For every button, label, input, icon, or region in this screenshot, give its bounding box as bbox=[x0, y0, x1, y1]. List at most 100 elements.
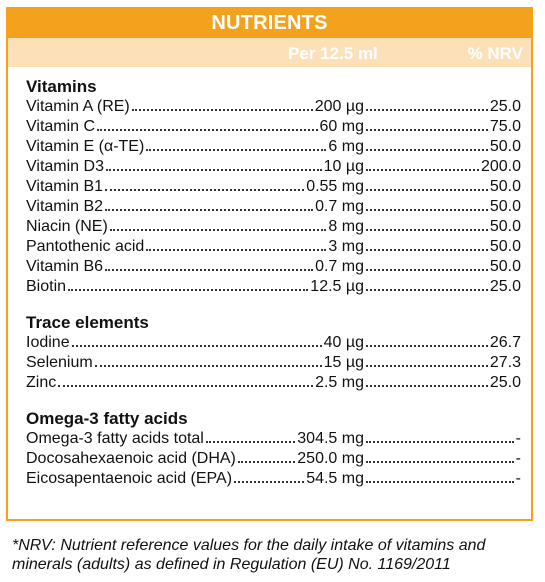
nutrient-nrv: 25.0 bbox=[489, 98, 521, 115]
dot-leader bbox=[366, 461, 514, 463]
nutrient-row: Vitamin B1 0.55 mg 50.0 bbox=[26, 177, 521, 197]
nutrient-amount: 3 mg bbox=[328, 238, 364, 255]
nutrient-amount: 0.55 mg bbox=[306, 178, 364, 195]
row-list: Omega-3 fatty acids total 304.5 mg - Docosa… bbox=[26, 429, 521, 489]
dot-leader bbox=[94, 365, 322, 367]
nutrient-amount: 0.7 mg bbox=[315, 198, 364, 215]
nutrient-nrv: 50.0 bbox=[489, 178, 521, 195]
nutrient-amount: 12.5 µg bbox=[310, 278, 364, 295]
nutrient-name: Omega-3 fatty acids total bbox=[26, 430, 204, 447]
dot-leader bbox=[234, 481, 305, 483]
nutrients-table: NUTRIENTS Per 12.5 ml % NRV Vitamins Vit… bbox=[6, 7, 533, 521]
nutrient-amount: 2.5 mg bbox=[315, 374, 364, 391]
nutrient-amount: 250.0 mg bbox=[297, 450, 364, 467]
section-title: Trace elements bbox=[26, 313, 149, 332]
nutrient-name: Vitamin D3 bbox=[26, 158, 104, 175]
dot-leader bbox=[366, 249, 488, 251]
name-amount-cell: Eicosapentaenoic acid (EPA) 54.5 mg bbox=[26, 469, 364, 489]
name-amount-cell: Pantothenic acid 3 mg bbox=[26, 237, 364, 257]
per-serving-header: Per 12.5 ml bbox=[288, 44, 378, 63]
nutrient-amount: 304.5 mg bbox=[297, 430, 364, 447]
name-amount-cell: Vitamin D3 10 µg bbox=[26, 157, 364, 177]
nutrient-row: Vitamin B2 0.7 mg 50.0 bbox=[26, 197, 521, 217]
dot-leader bbox=[366, 149, 488, 151]
section-title: Omega-3 fatty acids bbox=[26, 409, 188, 428]
nutrient-row: Vitamin A (RE) 200 µg 25.0 bbox=[26, 97, 521, 117]
nutrient-nrv: 25.0 bbox=[489, 278, 521, 295]
dot-leader bbox=[366, 229, 488, 231]
nutrient-amount: 10 µg bbox=[323, 158, 364, 175]
nutrient-row: Selenium 15 µg 27.3 bbox=[26, 353, 521, 373]
nutrient-name: Zinc bbox=[26, 374, 57, 391]
dot-leader bbox=[366, 169, 479, 171]
dot-leader bbox=[237, 461, 296, 463]
dot-leader bbox=[146, 249, 327, 251]
name-amount-cell: Iodine 40 µg bbox=[26, 333, 364, 353]
nutrient-row: Eicosapentaenoic acid (EPA) 54.5 mg - bbox=[26, 469, 521, 489]
dot-leader bbox=[366, 189, 488, 191]
dot-leader bbox=[58, 385, 314, 387]
name-amount-cell: Vitamin B6 0.7 mg bbox=[26, 257, 364, 277]
nutrient-amount: 0.7 mg bbox=[315, 258, 364, 275]
name-amount-cell: Vitamin B1 0.55 mg bbox=[26, 177, 364, 197]
table-title: NUTRIENTS bbox=[8, 9, 531, 38]
name-amount-cell: Biotin 12.5 µg bbox=[26, 277, 364, 297]
nutrient-name: Docosahexaenoic acid (DHA) bbox=[26, 450, 236, 467]
dot-leader bbox=[366, 345, 488, 347]
nutrient-nrv: - bbox=[515, 470, 521, 487]
nutrient-name: Selenium bbox=[26, 354, 93, 371]
name-amount-cell: Omega-3 fatty acids total 304.5 mg bbox=[26, 429, 364, 449]
row-list: Vitamin A (RE) 200 µg 25.0 Vitamin C 60 mg 75… bbox=[26, 97, 521, 297]
nutrient-nrv: 75.0 bbox=[489, 118, 521, 135]
name-amount-cell: Niacin (NE) 8 mg bbox=[26, 217, 364, 237]
nutrient-nrv: 26.7 bbox=[489, 334, 521, 351]
nutrient-amount: 8 mg bbox=[328, 218, 364, 235]
dot-leader bbox=[109, 229, 327, 231]
nutrient-nrv: 50.0 bbox=[489, 238, 521, 255]
nutrient-row: Biotin 12.5 µg 25.0 bbox=[26, 277, 521, 297]
nutrient-name: Biotin bbox=[26, 278, 67, 295]
dot-leader bbox=[366, 129, 488, 131]
dot-leader bbox=[366, 365, 488, 367]
nutrient-row: Vitamin B6 0.7 mg 50.0 bbox=[26, 257, 521, 277]
name-amount-cell: Docosahexaenoic acid (DHA) 250.0 mg bbox=[26, 449, 364, 469]
name-amount-cell: Vitamin E (α-TE) 6 mg bbox=[26, 137, 364, 157]
dot-leader bbox=[105, 269, 314, 271]
footnote: *NRV: Nutrient reference values for the … bbox=[12, 537, 486, 573]
trace-elements-section: Trace elements Iodine 40 µg 26.7 Selenium 15… bbox=[26, 313, 521, 393]
nutrient-amount: 54.5 mg bbox=[306, 470, 364, 487]
name-amount-cell: Zinc 2.5 mg bbox=[26, 373, 364, 393]
dot-leader bbox=[366, 481, 514, 483]
nutrient-nrv: 200.0 bbox=[480, 158, 521, 175]
nutrient-amount: 200 µg bbox=[314, 98, 364, 115]
nutrient-nrv: 27.3 bbox=[489, 354, 521, 371]
column-header-row: Per 12.5 ml % NRV bbox=[8, 38, 531, 67]
nutrient-nrv: 50.0 bbox=[489, 258, 521, 275]
dot-leader bbox=[97, 129, 318, 131]
nutrient-row: Pantothenic acid 3 mg 50.0 bbox=[26, 237, 521, 257]
nutrient-nrv: 50.0 bbox=[489, 198, 521, 215]
nutrient-amount: 60 mg bbox=[319, 118, 364, 135]
nutrient-row: Iodine 40 µg 26.7 bbox=[26, 333, 521, 353]
row-list: Iodine 40 µg 26.7 Selenium 15 µg 27.3 Zinc 2.5 … bbox=[26, 333, 521, 393]
dot-leader bbox=[105, 189, 305, 191]
nutrient-row: Vitamin E (α-TE) 6 mg 50.0 bbox=[26, 137, 521, 157]
dot-leader bbox=[366, 385, 488, 387]
dot-leader bbox=[68, 289, 309, 291]
nutrient-row: Docosahexaenoic acid (DHA) 250.0 mg - bbox=[26, 449, 521, 469]
nutrient-name: Vitamin A (RE) bbox=[26, 98, 130, 115]
name-amount-cell: Vitamin A (RE) 200 µg bbox=[26, 97, 364, 117]
nutrient-amount: 15 µg bbox=[323, 354, 364, 371]
nutrient-name: Eicosapentaenoic acid (EPA) bbox=[26, 470, 233, 487]
dot-leader bbox=[146, 149, 327, 151]
nutrient-name: Niacin (NE) bbox=[26, 218, 108, 235]
nutrient-amount: 6 mg bbox=[328, 138, 364, 155]
dot-leader bbox=[366, 209, 488, 211]
dot-leader bbox=[205, 441, 296, 443]
dot-leader bbox=[366, 109, 488, 111]
nutrient-name: Iodine bbox=[26, 334, 70, 351]
nutrient-name: Vitamin B2 bbox=[26, 198, 104, 215]
dot-leader bbox=[105, 209, 314, 211]
nrv-header: % NRV bbox=[467, 44, 523, 63]
vitamins-section: Vitamins Vitamin A (RE) 200 µg 25.0 Vitamin… bbox=[26, 77, 521, 297]
